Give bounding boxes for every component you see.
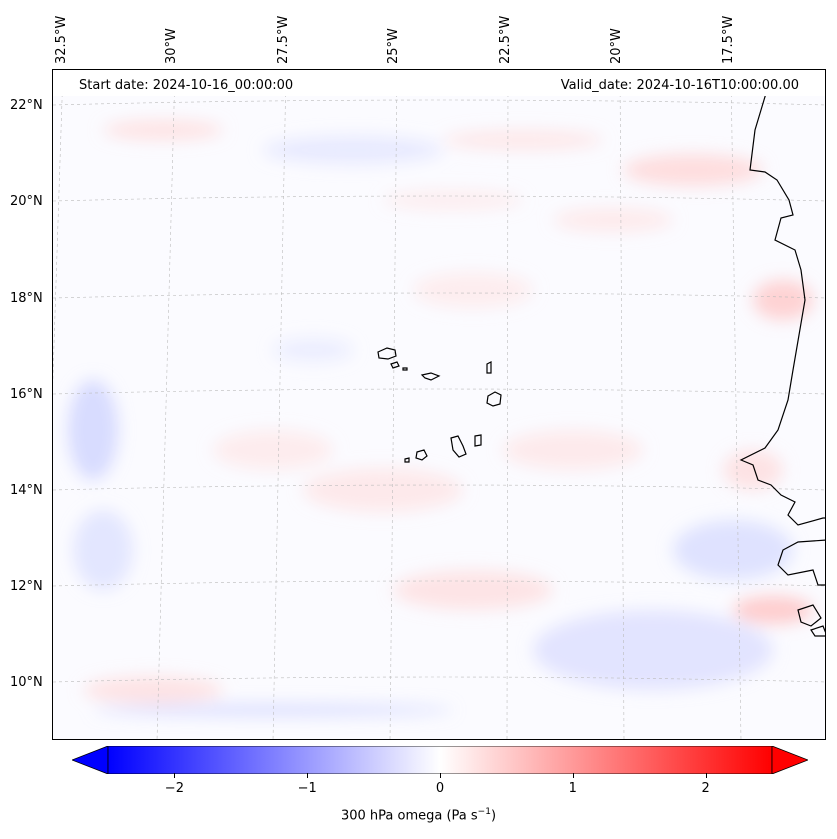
lon-label-27-5w: 27.5°W [276, 15, 291, 64]
colorbar-extend-low [70, 745, 109, 775]
colorbar-tick-mark [174, 773, 176, 778]
colorbar-tick-label: −2 [164, 781, 184, 796]
colorbar-title-end: ) [490, 808, 497, 824]
colorbar-tick-label: 1 [568, 781, 577, 796]
gridlines [53, 70, 825, 739]
field-blob [83, 676, 223, 704]
field-blob [68, 380, 118, 480]
field-blob [383, 190, 523, 210]
island-boa-vista [486, 391, 502, 407]
island-santo-antao [377, 347, 397, 360]
colorbar-tick-mark [572, 773, 574, 778]
gridline-lon-32-5w [53, 70, 64, 385]
colorbar-tick-label: 2 [701, 781, 710, 796]
field-blob [503, 430, 643, 470]
gridline-lon-17-5w [730, 70, 742, 739]
colorbar-tick-mark [440, 773, 441, 778]
start-date-label: Start date: 2024-10-16_00:00:00 [79, 78, 294, 93]
valid-date-label: Valid_date: 2024-10-16T10:00:00.00 [560, 78, 799, 93]
island-fogo [415, 449, 428, 461]
island-sao-nicolau [420, 372, 441, 381]
gridline-lon-20w [619, 70, 625, 739]
field-blob [213, 430, 333, 470]
field-blob [103, 120, 223, 140]
gridline-lat-14n [53, 484, 825, 491]
lon-label-22-5w: 22.5°W [498, 15, 513, 64]
lat-label-16n: 16°N [10, 387, 43, 402]
gridline-lon-27-5w [272, 70, 287, 739]
island-sal [486, 361, 492, 374]
gridline-lat-16n [53, 388, 825, 395]
field-blob [303, 468, 463, 512]
island-sao-vicente [390, 361, 400, 369]
field-blob [263, 136, 443, 164]
lat-label-18n: 18°N [10, 291, 43, 306]
lon-label-32-5w: 32.5°W [54, 15, 69, 64]
gridline-lon-22-5w [506, 70, 509, 739]
lon-label-17-5w: 17.5°W [721, 15, 736, 64]
field-blob [753, 280, 813, 320]
colorbar-gradient [107, 745, 773, 775]
date-info-bar: Start date: 2024-10-16_00:00:00 Valid_da… [53, 70, 825, 96]
map-panel[interactable]: Start date: 2024-10-16_00:00:00 Valid_da… [52, 69, 826, 740]
colorbar [70, 745, 810, 775]
field-blob [413, 272, 533, 308]
field-blob [623, 154, 763, 186]
coastline-africa-south [777, 539, 825, 586]
field-blob [553, 208, 673, 232]
colorbar-tick-mark [307, 773, 309, 778]
gridline-lat-22n [53, 99, 825, 106]
lat-label-10n: 10°N [10, 675, 43, 690]
island-santa-luzia [402, 367, 408, 371]
colorbar-tick-label: 0 [435, 781, 445, 796]
field-blob [673, 520, 793, 580]
colorbar-extend-high [771, 745, 810, 775]
lat-label-20n: 20°N [10, 194, 43, 209]
lat-label-14n: 14°N [10, 483, 43, 498]
gridline-lon-30w [156, 70, 176, 739]
colorbar-tick-label: −1 [297, 781, 317, 796]
lat-label-22n: 22°N [10, 98, 43, 113]
omega-field [68, 120, 813, 716]
gridline-lat-12n [53, 580, 825, 587]
gridline-lat-18n [53, 292, 825, 299]
lon-label-20w: 20°W [609, 28, 624, 64]
field-blob [733, 596, 813, 624]
field-blob [73, 510, 133, 590]
colorbar-svg [70, 745, 810, 775]
omega-field-map [53, 70, 825, 739]
colorbar-title-sup: −1 [477, 807, 491, 817]
field-blob [533, 610, 773, 690]
field-blob [723, 450, 783, 490]
cape-verde-islands [377, 347, 502, 463]
field-blob [93, 704, 453, 716]
colorbar-title: 300 hPa omega (Pa s−1) [0, 807, 837, 823]
colorbar-title-text: 300 hPa omega (Pa s [340, 808, 478, 824]
colorbar-tick-mark [705, 773, 707, 778]
coastline-africa [739, 70, 825, 526]
coastline-islands-south [797, 604, 825, 637]
gridline-lat-10n [53, 676, 825, 683]
island-brava [404, 457, 410, 463]
field-blob [393, 570, 553, 610]
lon-label-30w: 30°W [164, 28, 179, 64]
island-santiago [450, 435, 467, 458]
island-maio [474, 434, 482, 447]
field-blob [273, 338, 353, 362]
field-blob [443, 130, 603, 150]
lon-label-25w: 25°W [386, 28, 401, 64]
lat-label-12n: 12°N [10, 579, 43, 594]
gridline-lon-25w [389, 70, 398, 739]
gridline-lat-20n [53, 195, 825, 202]
